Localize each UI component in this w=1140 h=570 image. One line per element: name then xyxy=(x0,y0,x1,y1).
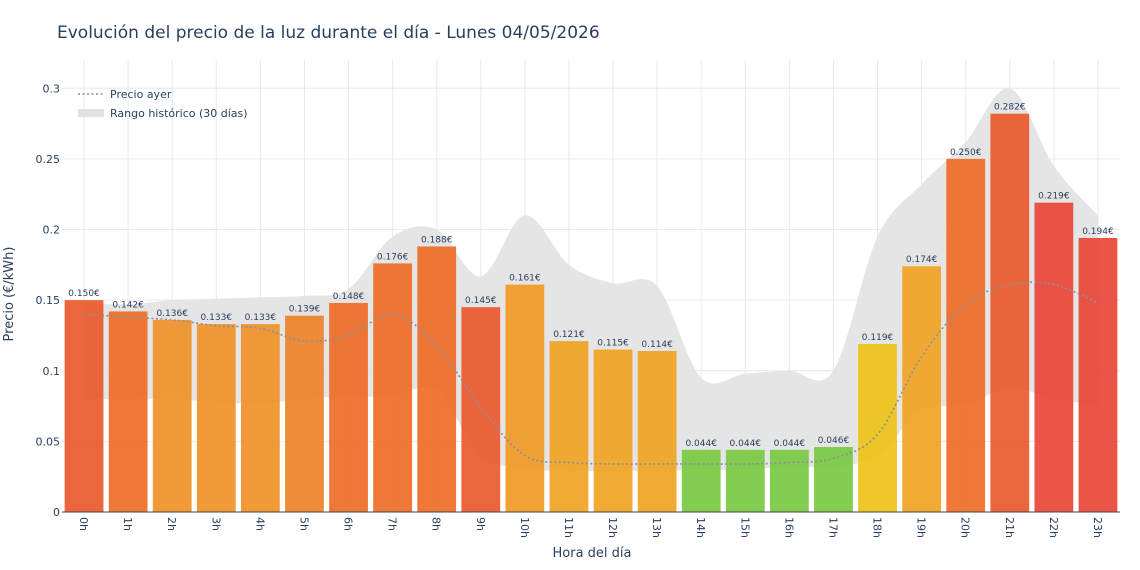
y-tick-label: 0.15 xyxy=(36,294,61,307)
bar-value-label: 0.148€ xyxy=(333,292,365,302)
historic-range-area xyxy=(84,87,1098,472)
x-tick-label: 19h xyxy=(915,517,928,538)
bar-value-label: 0.044€ xyxy=(685,439,717,449)
bar-value-label: 0.114€ xyxy=(641,340,673,350)
legend-label-range[interactable]: Rango histórico (30 días) xyxy=(110,107,248,120)
bar-9h[interactable] xyxy=(461,307,501,512)
y-tick-label: 0.1 xyxy=(43,365,61,378)
bar-16h[interactable] xyxy=(769,449,809,512)
bar-value-label: 0.174€ xyxy=(906,255,938,265)
x-tick-label: 2h xyxy=(165,517,178,531)
bar-6h[interactable] xyxy=(329,302,368,512)
x-axis-title: Hora del día xyxy=(553,546,632,561)
bar-2h[interactable] xyxy=(152,319,192,512)
y-tick-label: 0.05 xyxy=(36,435,61,448)
bar-12h[interactable] xyxy=(593,349,633,512)
bar-1h[interactable] xyxy=(108,311,148,512)
bar-8h[interactable] xyxy=(417,246,457,512)
legend-swatch-range xyxy=(78,109,104,117)
bar-value-label: 0.119€ xyxy=(862,333,894,343)
x-tick-label: 5h xyxy=(297,517,310,531)
x-tick-label: 21h xyxy=(1003,517,1016,538)
x-tick-label: 11h xyxy=(562,517,575,538)
x-tick-label: 18h xyxy=(871,517,884,538)
x-tick-label: 10h xyxy=(518,517,531,538)
bar-value-label: 0.194€ xyxy=(1082,227,1114,237)
bar-value-label: 0.188€ xyxy=(421,235,453,245)
bar-value-label: 0.282€ xyxy=(994,103,1026,113)
bar-value-label: 0.046€ xyxy=(818,436,850,446)
x-tick-label: 22h xyxy=(1047,517,1060,538)
bar-value-label: 0.150€ xyxy=(68,289,100,299)
bar-value-label: 0.133€ xyxy=(201,313,233,323)
x-tick-label: 15h xyxy=(738,517,751,538)
bar-value-label: 0.145€ xyxy=(465,296,497,306)
bar-14h[interactable] xyxy=(681,449,721,512)
bar-10h[interactable] xyxy=(505,284,545,512)
bar-17h[interactable] xyxy=(814,447,853,512)
bar-7h[interactable] xyxy=(373,263,413,512)
bar-3h[interactable] xyxy=(196,324,236,512)
legend[interactable]: Precio ayer Rango histórico (30 días) xyxy=(78,88,248,120)
bar-labels: 0.150€ 0.142€ 0.136€ 0.133€ 0.133€ 0.139€ 0.14… xyxy=(68,103,1114,449)
bar-value-label: 0.139€ xyxy=(289,305,321,315)
bar-21h[interactable] xyxy=(990,113,1030,513)
bar-0h[interactable] xyxy=(64,300,104,512)
x-tick-label: 6h xyxy=(342,517,355,531)
x-tick-label: 7h xyxy=(386,517,399,531)
yesterday-line xyxy=(83,281,1099,465)
bar-value-label: 0.115€ xyxy=(597,339,629,349)
bar-23h[interactable] xyxy=(1078,237,1118,512)
bar-13h[interactable] xyxy=(637,350,677,512)
x-tick-label: 14h xyxy=(694,517,707,538)
x-tick-label: 8h xyxy=(430,517,443,531)
y-axis-title: Precio (€/kWh) xyxy=(2,247,17,342)
legend-label-yesterday[interactable]: Precio ayer xyxy=(110,88,172,101)
x-tick-label: 12h xyxy=(606,517,619,538)
y-tick-label: 0.3 xyxy=(43,82,61,95)
x-tick-label: 0h xyxy=(77,517,90,531)
bar-5h[interactable] xyxy=(285,315,324,512)
bar-22h[interactable] xyxy=(1034,202,1074,512)
bar-11h[interactable] xyxy=(549,341,589,512)
bar-20h[interactable] xyxy=(946,158,986,512)
axes: 0 0.05 0.1 0.15 0.2 0.25 0.3 0h 1h 2h 3h 4h 5h 6h 7h 8h… xyxy=(36,82,1120,538)
bar-value-label: 0.136€ xyxy=(156,309,188,319)
y-tick-label: 0.25 xyxy=(36,153,61,166)
x-tick-label: 20h xyxy=(959,517,972,538)
bar-15h[interactable] xyxy=(725,449,765,512)
x-tick-label: 16h xyxy=(782,517,795,538)
x-tick-label: 3h xyxy=(209,517,222,531)
bars xyxy=(64,113,1118,513)
historic-range-band xyxy=(84,87,1098,472)
y-tick-label: 0 xyxy=(53,506,60,519)
x-tick-label: 23h xyxy=(1091,517,1104,538)
chart-title: Evolución del precio de la luz durante e… xyxy=(57,23,600,43)
bar-19h[interactable] xyxy=(902,266,942,512)
bar-value-label: 0.161€ xyxy=(509,274,541,284)
bar-18h[interactable] xyxy=(858,343,897,512)
yesterday-price-line xyxy=(83,281,1099,465)
bar-value-label: 0.142€ xyxy=(112,300,144,310)
y-tick-label: 0.2 xyxy=(43,224,61,237)
x-tick-label: 17h xyxy=(826,517,839,538)
bar-value-label: 0.044€ xyxy=(774,439,806,449)
x-tick-label: 13h xyxy=(650,517,663,538)
bar-4h[interactable] xyxy=(240,324,280,512)
x-tick-label: 1h xyxy=(121,517,134,531)
bar-value-label: 0.176€ xyxy=(377,252,409,262)
bar-value-label: 0.121€ xyxy=(553,330,585,340)
bar-value-label: 0.250€ xyxy=(950,148,982,158)
x-tick-label: 4h xyxy=(253,517,266,531)
bar-value-label: 0.044€ xyxy=(730,439,762,449)
bar-value-label: 0.219€ xyxy=(1038,192,1070,202)
bar-value-label: 0.133€ xyxy=(245,313,277,323)
x-tick-label: 9h xyxy=(474,517,487,531)
